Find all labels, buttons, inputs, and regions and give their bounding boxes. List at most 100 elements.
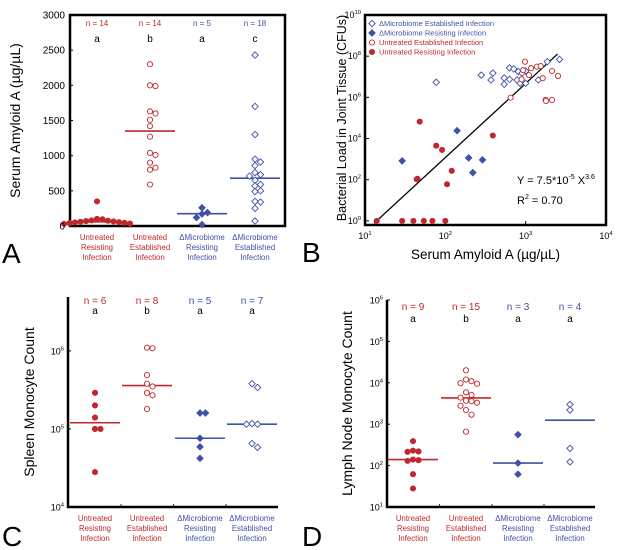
category-label: Infection (82, 253, 111, 262)
data-point (566, 458, 574, 466)
tick-base: 10 (599, 231, 609, 241)
x-tick-label: 102 (439, 231, 452, 241)
tick-exponent: 2 (358, 175, 361, 181)
category-label: ΔMicrobiome (229, 514, 275, 523)
tick-exponent: 6 (61, 346, 64, 352)
category-label: Infection (451, 534, 480, 543)
y-tick-label: 102 (348, 175, 361, 185)
data-point (457, 402, 464, 409)
data-point (462, 406, 470, 414)
series-3 (373, 118, 496, 224)
data-point (468, 378, 475, 385)
tick-base: 10 (370, 461, 380, 471)
data-point (196, 409, 204, 417)
significance-letter: a (515, 314, 521, 325)
panel-letter: C (2, 521, 22, 550)
data-point (91, 402, 99, 409)
y-tick-label: 2500 (43, 46, 66, 57)
n-label: n = 5 (189, 296, 212, 307)
data-point (143, 405, 151, 413)
significance-letter: a (410, 314, 416, 325)
tick-exponent: 5 (61, 424, 64, 430)
tick-base: 10 (348, 134, 358, 144)
series-2 (493, 430, 543, 479)
data-point (432, 78, 441, 87)
data-point (489, 132, 496, 139)
category-label: Infection (555, 534, 584, 543)
data-point (415, 457, 422, 464)
data-point (256, 186, 265, 195)
legend-marker (368, 39, 376, 46)
data-point (251, 187, 259, 196)
y-tick-label: 2000 (43, 81, 66, 92)
data-point (410, 217, 417, 224)
data-point (93, 215, 101, 223)
tick-exponent: 10 (354, 10, 361, 16)
category-label: Untreated (78, 514, 112, 523)
category-label: Untreated (130, 514, 164, 523)
category-label: Infection (185, 534, 214, 543)
data-point (146, 159, 154, 166)
category-label: Established (232, 524, 272, 533)
category-label: Resisting (184, 524, 216, 533)
data-point (505, 75, 514, 84)
data-point (398, 157, 406, 165)
data-point (152, 151, 159, 159)
data-point (415, 448, 422, 455)
y-tick-label: 1010 (344, 10, 361, 20)
data-point (468, 411, 475, 418)
category-label: ΔMicrobiome (495, 514, 541, 523)
y-tick-label: 105 (51, 424, 64, 434)
tick-base: 10 (51, 424, 61, 434)
y-tick-label: 104 (348, 133, 362, 143)
data-point (500, 74, 509, 82)
legend-label: Untreated Established Infection (379, 38, 483, 47)
significance-letter: a (249, 306, 255, 317)
data-point (514, 470, 522, 479)
series-3 (230, 51, 280, 225)
data-point (121, 219, 128, 226)
category-label: Resisting (397, 524, 429, 533)
data-point (198, 210, 206, 218)
data-point (253, 420, 262, 429)
data-point (416, 118, 423, 125)
y-axis-label: Bacterial Load in Joint Tissue (CFUs) (335, 15, 349, 221)
data-point (146, 82, 154, 89)
data-point (251, 197, 259, 206)
data-point (507, 94, 514, 101)
n-label: n = 9 (402, 302, 425, 313)
n-label: n = 15 (452, 302, 481, 313)
tick-base: 10 (370, 296, 380, 306)
data-point (253, 443, 262, 452)
data-point (143, 372, 151, 379)
data-point (196, 454, 204, 463)
tick-base: 10 (51, 346, 61, 356)
category-label: Infection (80, 534, 109, 543)
tick-base: 10 (370, 503, 380, 513)
panel-letter: D (302, 521, 322, 550)
data-point (478, 156, 487, 164)
data-point (152, 82, 159, 90)
significance-letter: a (94, 34, 100, 45)
tick-exponent: 1 (380, 502, 383, 508)
data-point (514, 459, 522, 467)
data-point (404, 448, 411, 455)
tick-exponent: 5 (380, 337, 383, 343)
series-1 (398, 126, 487, 177)
x-tick-label: 101 (358, 231, 371, 241)
significance-letter: c (253, 34, 258, 45)
series-3 (545, 400, 595, 466)
data-point (420, 217, 427, 224)
tick-base: 10 (348, 51, 358, 61)
category-label: Established (235, 243, 275, 252)
y-tick-label: 1500 (43, 116, 66, 127)
category-label: Infection (398, 534, 427, 543)
data-point (198, 203, 206, 212)
data-point (473, 380, 481, 387)
data-point (146, 123, 154, 130)
data-point (66, 220, 73, 227)
data-point (443, 181, 451, 188)
data-point (566, 444, 574, 453)
category-label: Resisting (79, 524, 111, 533)
